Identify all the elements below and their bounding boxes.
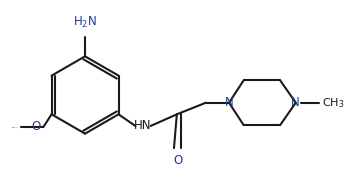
Text: O: O [173,154,182,167]
Text: methoxy: methoxy [12,126,18,128]
Text: CH$_3$: CH$_3$ [322,96,344,110]
Text: H$_2$N: H$_2$N [73,15,97,30]
Text: HN: HN [134,119,152,132]
Text: N: N [225,96,234,109]
Text: O: O [31,120,40,133]
Text: N: N [291,96,300,109]
